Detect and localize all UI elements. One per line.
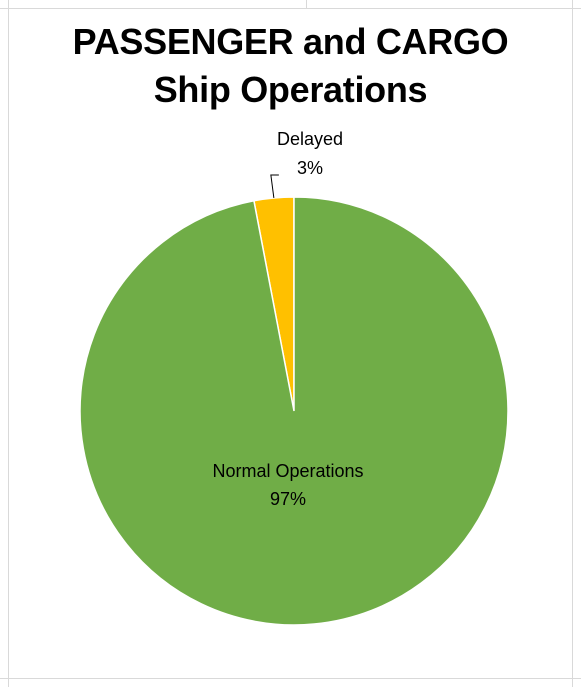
sheet-gridline-bottom [0,678,581,679]
pie-slice-normal-operations [79,196,509,626]
data-label-percent-delayed: 3% [297,158,323,178]
sheet-column-divider [306,0,307,8]
sheet-gridline-top [0,8,581,9]
sheet-gridline-left [8,0,9,687]
pie-labels: Delayed 3% Normal Operations 97% [212,129,363,509]
pie-slices [79,196,509,626]
chart-title-line-1: PASSENGER and CARGO [72,21,509,62]
leader-line-delayed [270,174,279,199]
data-label-percent-normal-operations: 97% [270,489,306,509]
sheet-gridline-right [572,0,573,687]
data-label-name-delayed: Delayed [277,129,343,149]
chart-title-line-2: Ship Operations [153,69,428,110]
data-label-name-normal-operations: Normal Operations [212,461,363,481]
